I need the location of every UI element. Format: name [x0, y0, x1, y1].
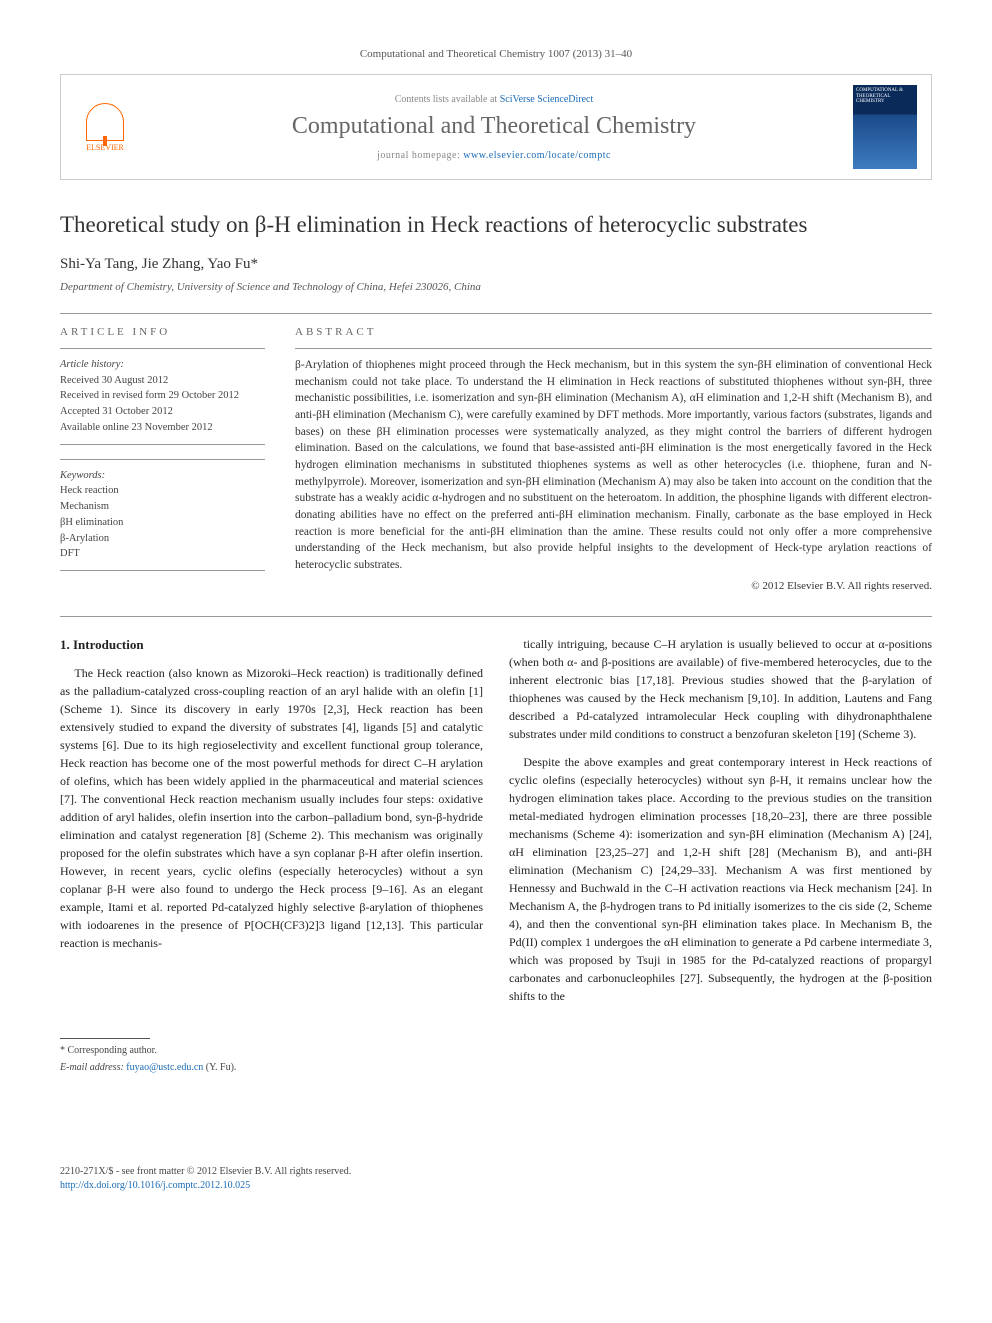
- email-label: E-mail address:: [60, 1062, 126, 1073]
- keyword-item: Heck reaction: [60, 483, 265, 499]
- intro-paragraph: Despite the above examples and great con…: [509, 753, 932, 1005]
- abstract-text: β-Arylation of thiophenes might proceed …: [295, 348, 932, 574]
- elsevier-tree-icon: [86, 103, 124, 141]
- history-online: Available online 23 November 2012: [60, 420, 265, 436]
- doi-link[interactable]: http://dx.doi.org/10.1016/j.comptc.2012.…: [60, 1180, 250, 1191]
- email-line: E-mail address: fuyao@ustc.edu.cn (Y. Fu…: [60, 1060, 483, 1075]
- sciencedirect-link[interactable]: SciVerse ScienceDirect: [500, 94, 594, 105]
- affiliation: Department of Chemistry, University of S…: [60, 281, 932, 293]
- journal-title: Computational and Theoretical Chemistry: [145, 113, 843, 140]
- article-info-column: ARTICLE INFO Article history: Received 3…: [60, 326, 265, 592]
- corresponding-author-note: * Corresponding author.: [60, 1043, 483, 1058]
- authors-line: Shi-Ya Tang, Jie Zhang, Yao Fu*: [60, 256, 932, 273]
- intro-paragraph: The Heck reaction (also known as Mizorok…: [60, 664, 483, 952]
- history-received: Received 30 August 2012: [60, 373, 265, 389]
- article-history: Article history: Received 30 August 2012…: [60, 348, 265, 445]
- footnote-block: * Corresponding author. E-mail address: …: [60, 1032, 483, 1075]
- issn-line: 2210-271X/$ - see front matter © 2012 El…: [60, 1165, 483, 1179]
- contents-prefix: Contents lists available at: [395, 94, 500, 105]
- article-title: Theoretical study on β-H elimination in …: [60, 210, 932, 240]
- history-label: Article history:: [60, 357, 265, 373]
- journal-reference: Computational and Theoretical Chemistry …: [60, 48, 932, 60]
- intro-paragraph: tically intriguing, because C–H arylatio…: [509, 635, 932, 743]
- abstract-column: ABSTRACT β-Arylation of thiophenes might…: [295, 326, 932, 592]
- meta-abstract-row: ARTICLE INFO Article history: Received 3…: [60, 326, 932, 592]
- homepage-prefix: journal homepage:: [377, 150, 463, 161]
- keywords-block: Keywords: Heck reaction Mechanism βH eli…: [60, 459, 265, 572]
- body-text: 1. Introduction The Heck reaction (also …: [60, 616, 932, 1194]
- keyword-item: βH elimination: [60, 515, 265, 531]
- homepage-line: journal homepage: www.elsevier.com/locat…: [145, 150, 843, 161]
- keywords-label: Keywords:: [60, 468, 265, 484]
- email-suffix: (Y. Fu).: [203, 1062, 236, 1073]
- page-root: Computational and Theoretical Chemistry …: [0, 0, 992, 1233]
- homepage-link[interactable]: www.elsevier.com/locate/comptc: [463, 150, 611, 161]
- email-link[interactable]: fuyao@ustc.edu.cn: [126, 1062, 203, 1073]
- authors-names: Shi-Ya Tang, Jie Zhang, Yao Fu: [60, 256, 251, 272]
- abstract-copyright: © 2012 Elsevier B.V. All rights reserved…: [295, 580, 932, 592]
- intro-heading: 1. Introduction: [60, 635, 483, 655]
- header-center: Contents lists available at SciVerse Sci…: [135, 94, 853, 161]
- history-accepted: Accepted 31 October 2012: [60, 404, 265, 420]
- journal-cover-thumb: COMPUTATIONAL & THEORETICAL CHEMISTRY: [853, 85, 917, 169]
- top-divider: [60, 313, 932, 314]
- journal-header: ELSEVIER Contents lists available at Sci…: [60, 74, 932, 180]
- keyword-item: β-Arylation: [60, 531, 265, 547]
- elsevier-logo: ELSEVIER: [75, 97, 135, 157]
- contents-line: Contents lists available at SciVerse Sci…: [145, 94, 843, 105]
- article-info-heading: ARTICLE INFO: [60, 326, 265, 338]
- history-revised: Received in revised form 29 October 2012: [60, 388, 265, 404]
- corresponding-star-icon: *: [251, 256, 259, 272]
- footnote-rule: [60, 1038, 150, 1039]
- keyword-item: DFT: [60, 546, 265, 562]
- keyword-item: Mechanism: [60, 499, 265, 515]
- bottom-copyright: 2210-271X/$ - see front matter © 2012 El…: [60, 1165, 483, 1193]
- abstract-heading: ABSTRACT: [295, 326, 932, 338]
